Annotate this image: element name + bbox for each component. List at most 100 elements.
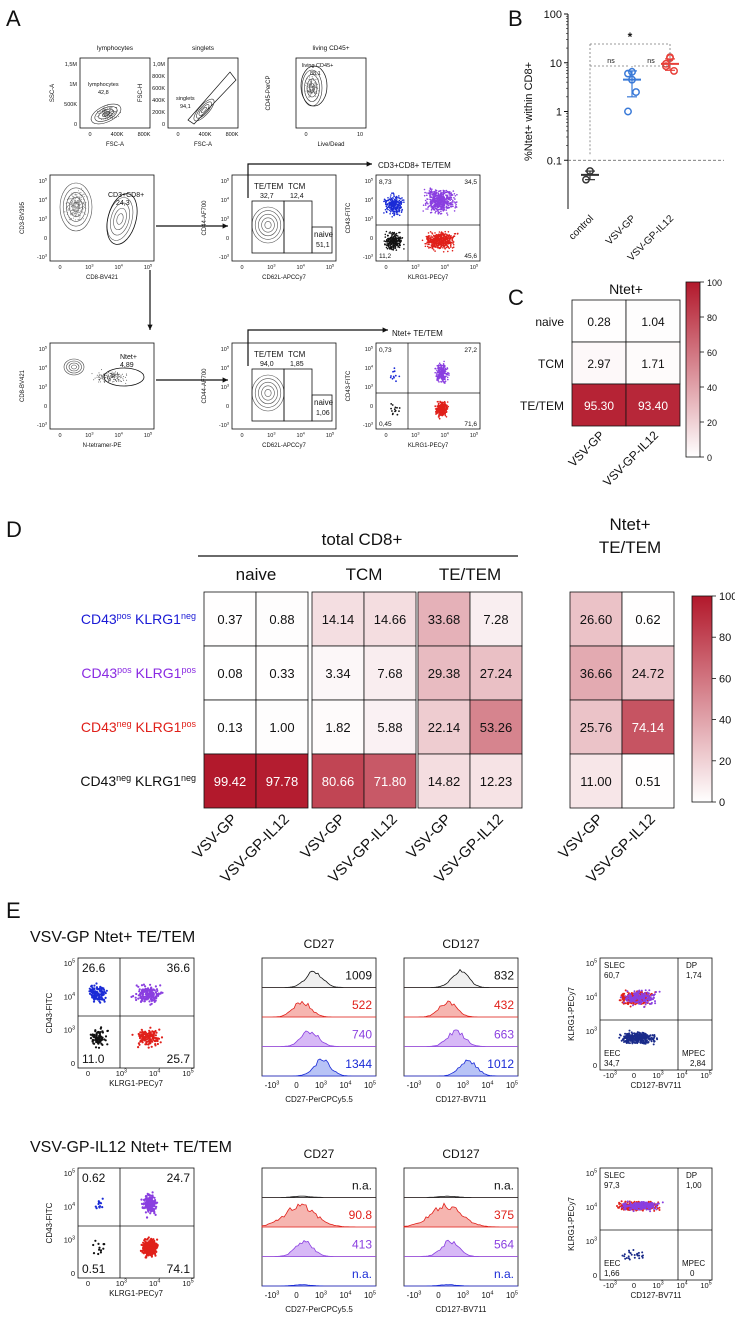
event-dot xyxy=(394,207,397,210)
tick-exp: 3 xyxy=(91,264,93,268)
event-dot xyxy=(145,1033,148,1036)
event-dot xyxy=(152,996,156,1000)
event-dot xyxy=(393,195,395,197)
event-dot xyxy=(147,1040,150,1043)
event-dot xyxy=(393,212,395,214)
cd43pos-klrg1pos-events xyxy=(140,1191,159,1219)
contour-ring xyxy=(98,108,114,120)
event-dot xyxy=(392,206,395,209)
group-supertitle: total CD8+ xyxy=(322,530,403,549)
event-dot xyxy=(654,1000,656,1003)
event-dot xyxy=(445,238,448,241)
tcm-gate xyxy=(283,200,313,254)
event-dot xyxy=(639,995,642,998)
event-dot xyxy=(66,206,68,208)
event-dot xyxy=(114,372,116,374)
tick-base: 10 xyxy=(115,265,121,271)
event-dot xyxy=(440,231,443,233)
event-dot xyxy=(316,88,318,90)
event-dot xyxy=(76,195,78,197)
tick-exp: 3 xyxy=(227,216,229,220)
y-axis-label: CD43-FITC xyxy=(346,370,352,401)
arrow-tetem-to-klrg1-head xyxy=(366,161,372,167)
event-dot xyxy=(454,202,457,204)
event-dot xyxy=(74,209,76,211)
event-dot xyxy=(71,218,73,220)
event-dot xyxy=(435,373,438,375)
event-dot xyxy=(447,196,449,198)
singlet-gate xyxy=(187,71,237,125)
colorbar-label: 80 xyxy=(719,632,731,644)
event-dot xyxy=(101,1197,104,1200)
event-dot xyxy=(154,1202,157,1205)
event-dot xyxy=(102,377,104,379)
event-dot xyxy=(438,199,441,202)
contour-ring xyxy=(59,182,93,232)
event-dot xyxy=(397,196,399,199)
event-dot xyxy=(312,79,314,81)
event-dot xyxy=(446,214,449,216)
event-dot xyxy=(308,78,310,80)
panel-letter-C: C xyxy=(508,285,524,310)
event-dot xyxy=(387,206,390,208)
event-dot xyxy=(152,991,155,995)
contour-ring xyxy=(63,358,85,376)
tick-exp: 5 xyxy=(594,959,597,965)
cd45-events xyxy=(304,73,319,99)
event-dot xyxy=(427,243,429,245)
cell-value: 53.26 xyxy=(480,720,513,735)
quadrant-name: DP xyxy=(686,961,697,970)
event-dot xyxy=(145,1206,148,1209)
x-tick-label: 0 xyxy=(240,265,243,271)
event-dot xyxy=(430,209,433,211)
event-dot xyxy=(643,1006,646,1008)
event-dot xyxy=(110,107,112,109)
tick-exp: 3 xyxy=(418,1080,421,1086)
event-dot xyxy=(72,202,74,204)
event-dot xyxy=(446,241,448,243)
cd3-contours xyxy=(59,182,93,232)
x-axis-label: KLRG1-PECy7 xyxy=(408,443,449,449)
event-dot xyxy=(388,240,390,242)
event-dot xyxy=(396,413,399,416)
event-dot xyxy=(84,207,86,208)
contour-ring xyxy=(304,74,320,102)
event-dot xyxy=(94,1239,97,1242)
event-dot xyxy=(145,1216,149,1219)
tick-base: 10 xyxy=(182,1279,190,1288)
y-axis-label: CD43-FITC xyxy=(45,992,54,1033)
event-dot xyxy=(453,193,456,195)
event-dot xyxy=(654,1002,657,1005)
event-dot xyxy=(99,1249,103,1252)
event-dot xyxy=(313,83,315,85)
x-axis-label: CD62L-APCCy7 xyxy=(262,275,306,281)
contour-ring xyxy=(66,192,86,222)
event-dot xyxy=(432,191,434,193)
event-dot xyxy=(392,210,395,213)
event-dot xyxy=(142,983,145,986)
event-dot xyxy=(450,205,453,208)
event-dot xyxy=(102,988,106,991)
event-dot xyxy=(450,235,452,237)
event-dot xyxy=(427,232,430,234)
tick-base: -10 xyxy=(603,1071,614,1080)
event-dot xyxy=(625,999,628,1002)
event-dot xyxy=(110,378,112,380)
x-tick-label: 0 xyxy=(294,1081,299,1090)
event-dot xyxy=(78,203,80,205)
x-axis-label: KLRG1-PECy7 xyxy=(109,1289,163,1298)
event-dot xyxy=(444,382,446,384)
y-tick-label: 200K xyxy=(152,110,165,116)
x-tick-label: 0 xyxy=(86,1279,90,1288)
tick-exp: 3 xyxy=(273,432,275,436)
tick-base: 10 xyxy=(39,217,45,223)
x-tick-label: 103 xyxy=(85,432,93,439)
event-dot xyxy=(398,195,400,197)
event-dot xyxy=(429,237,432,239)
row-label-part: CD43 xyxy=(81,719,117,735)
x-tick-label: 104 xyxy=(676,1071,687,1080)
arrow-tet-to-cd44-head xyxy=(222,377,228,383)
event-dot xyxy=(155,996,158,999)
tick-base: 10 xyxy=(586,1027,594,1036)
